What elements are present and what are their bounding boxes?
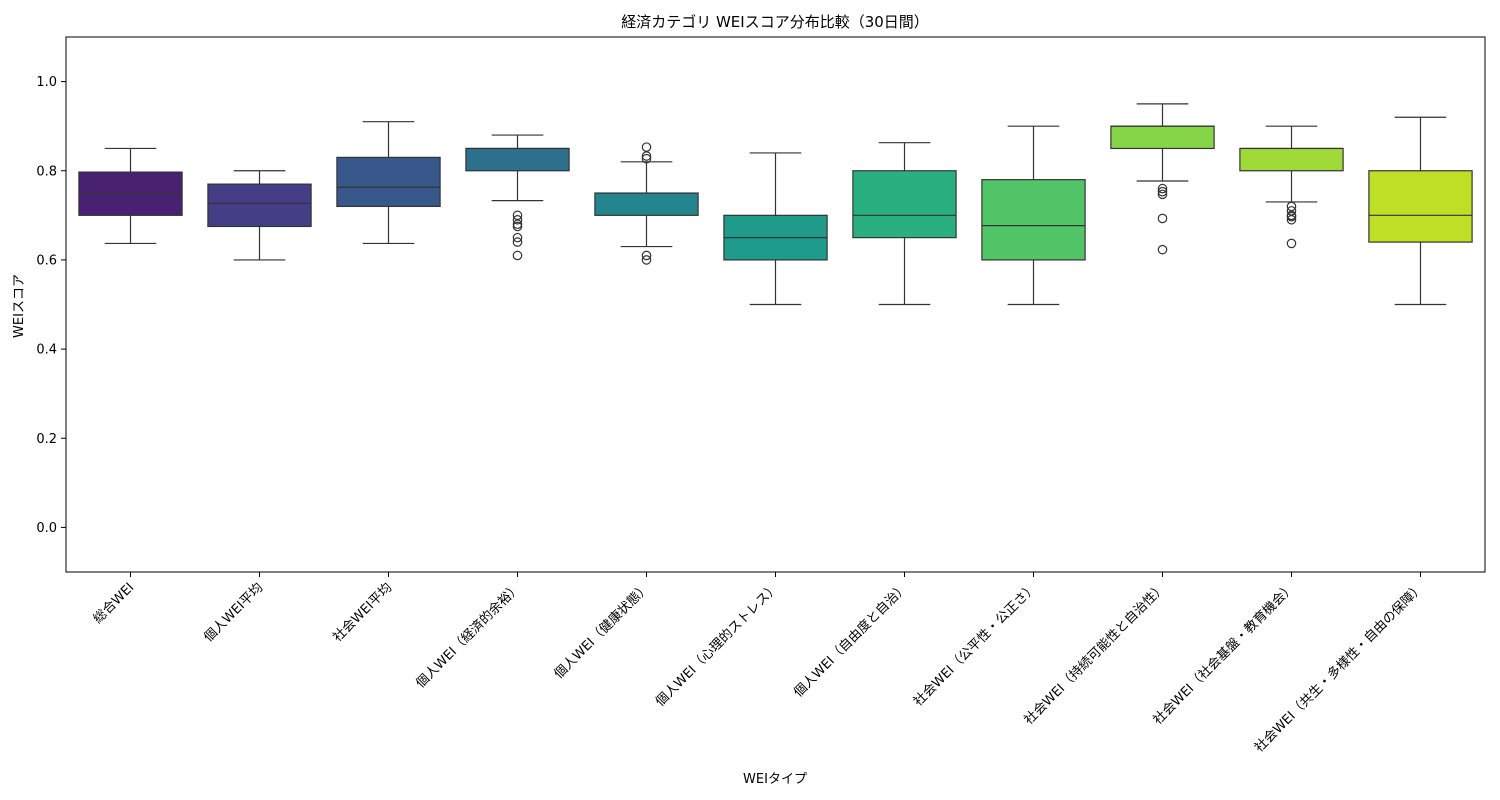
- box-series-8: [981, 125, 1086, 306]
- box-series-3: [336, 121, 441, 245]
- y-tick-label: 0.2: [36, 432, 57, 447]
- outlier-point: [641, 142, 652, 152]
- outlier-point: [1286, 214, 1297, 225]
- x-tick-label: 個人WEI（自由度と自治）: [790, 580, 911, 701]
- box-series-10: [1239, 125, 1344, 249]
- y-axis-title: WEIスコア: [12, 274, 27, 338]
- outlier-point: [1286, 211, 1297, 222]
- outlier-point: [1157, 244, 1168, 255]
- x-axis: 総合WEI 個人WEI平均 社会WEI平均 個人WEI（経済的余裕） 個人WEI（健康状…: [91, 572, 1427, 756]
- box-series-9: [1110, 103, 1215, 255]
- x-tick-label: 社会WEI（公平性・公正さ）: [910, 580, 1040, 710]
- outlier-point: [641, 151, 652, 161]
- box-series-11: [1368, 116, 1473, 306]
- iqr-box: [465, 147, 570, 172]
- iqr-box: [78, 171, 183, 216]
- iqr-box: [1239, 147, 1344, 172]
- x-tick-label: 社会WEI（社会基盤・教育機会）: [1150, 580, 1298, 728]
- outlier-point: [512, 237, 523, 247]
- y-tick-label: 0.4: [36, 343, 57, 358]
- iqr-box: [981, 179, 1086, 261]
- plot-area: [78, 103, 1473, 306]
- iqr-box: [1110, 125, 1215, 150]
- iqr-box: [336, 156, 441, 208]
- outlier-point: [512, 221, 523, 232]
- x-tick-label: 個人WEI（心理的ストレス）: [652, 580, 782, 710]
- box-series-6: [723, 152, 828, 306]
- outlier-point: [1157, 213, 1168, 224]
- outlier-point: [512, 232, 523, 243]
- x-tick-label: 社会WEI平均: [330, 580, 396, 646]
- box-series-1: [78, 147, 183, 245]
- y-tick-label: 0.6: [36, 253, 57, 268]
- outlier-point: [641, 153, 652, 164]
- outlier-point: [1157, 186, 1168, 197]
- iqr-box: [594, 192, 699, 216]
- x-tick-label: 個人WEI（経済的余裕）: [413, 580, 525, 692]
- box-series-2: [207, 170, 312, 261]
- y-tick-label: 0.8: [36, 164, 57, 179]
- outlier-point: [512, 250, 523, 261]
- outlier-point: [641, 255, 652, 265]
- iqr-box: [207, 183, 312, 228]
- iqr-box: [1368, 170, 1473, 243]
- outlier-point: [641, 250, 652, 261]
- x-tick-label: 総合WEI: [91, 580, 138, 627]
- y-tick-label: 1.0: [36, 75, 57, 90]
- box-series-4: [465, 134, 570, 261]
- iqr-box: [852, 170, 957, 239]
- outlier-point: [512, 214, 523, 225]
- x-axis-title: WEIタイプ: [743, 772, 807, 787]
- y-axis: 0.0 0.2 0.4 0.6 0.8 1.0: [36, 75, 66, 536]
- x-tick-label: 個人WEI（健康状態）: [551, 580, 653, 682]
- y-tick-label: 0.0: [36, 521, 57, 536]
- x-tick-label: 社会WEI（持続可能性と自治性）: [1021, 580, 1169, 728]
- outlier-point: [1157, 183, 1168, 194]
- box-series-7: [852, 142, 957, 306]
- outlier-point: [1286, 238, 1297, 249]
- outlier-point: [1157, 189, 1168, 200]
- chart-title: 経済カテゴリ WEIスコア分布比較（30日間）: [621, 13, 929, 31]
- x-tick-label: 個人WEI平均: [201, 580, 266, 645]
- box-series-5: [594, 142, 699, 265]
